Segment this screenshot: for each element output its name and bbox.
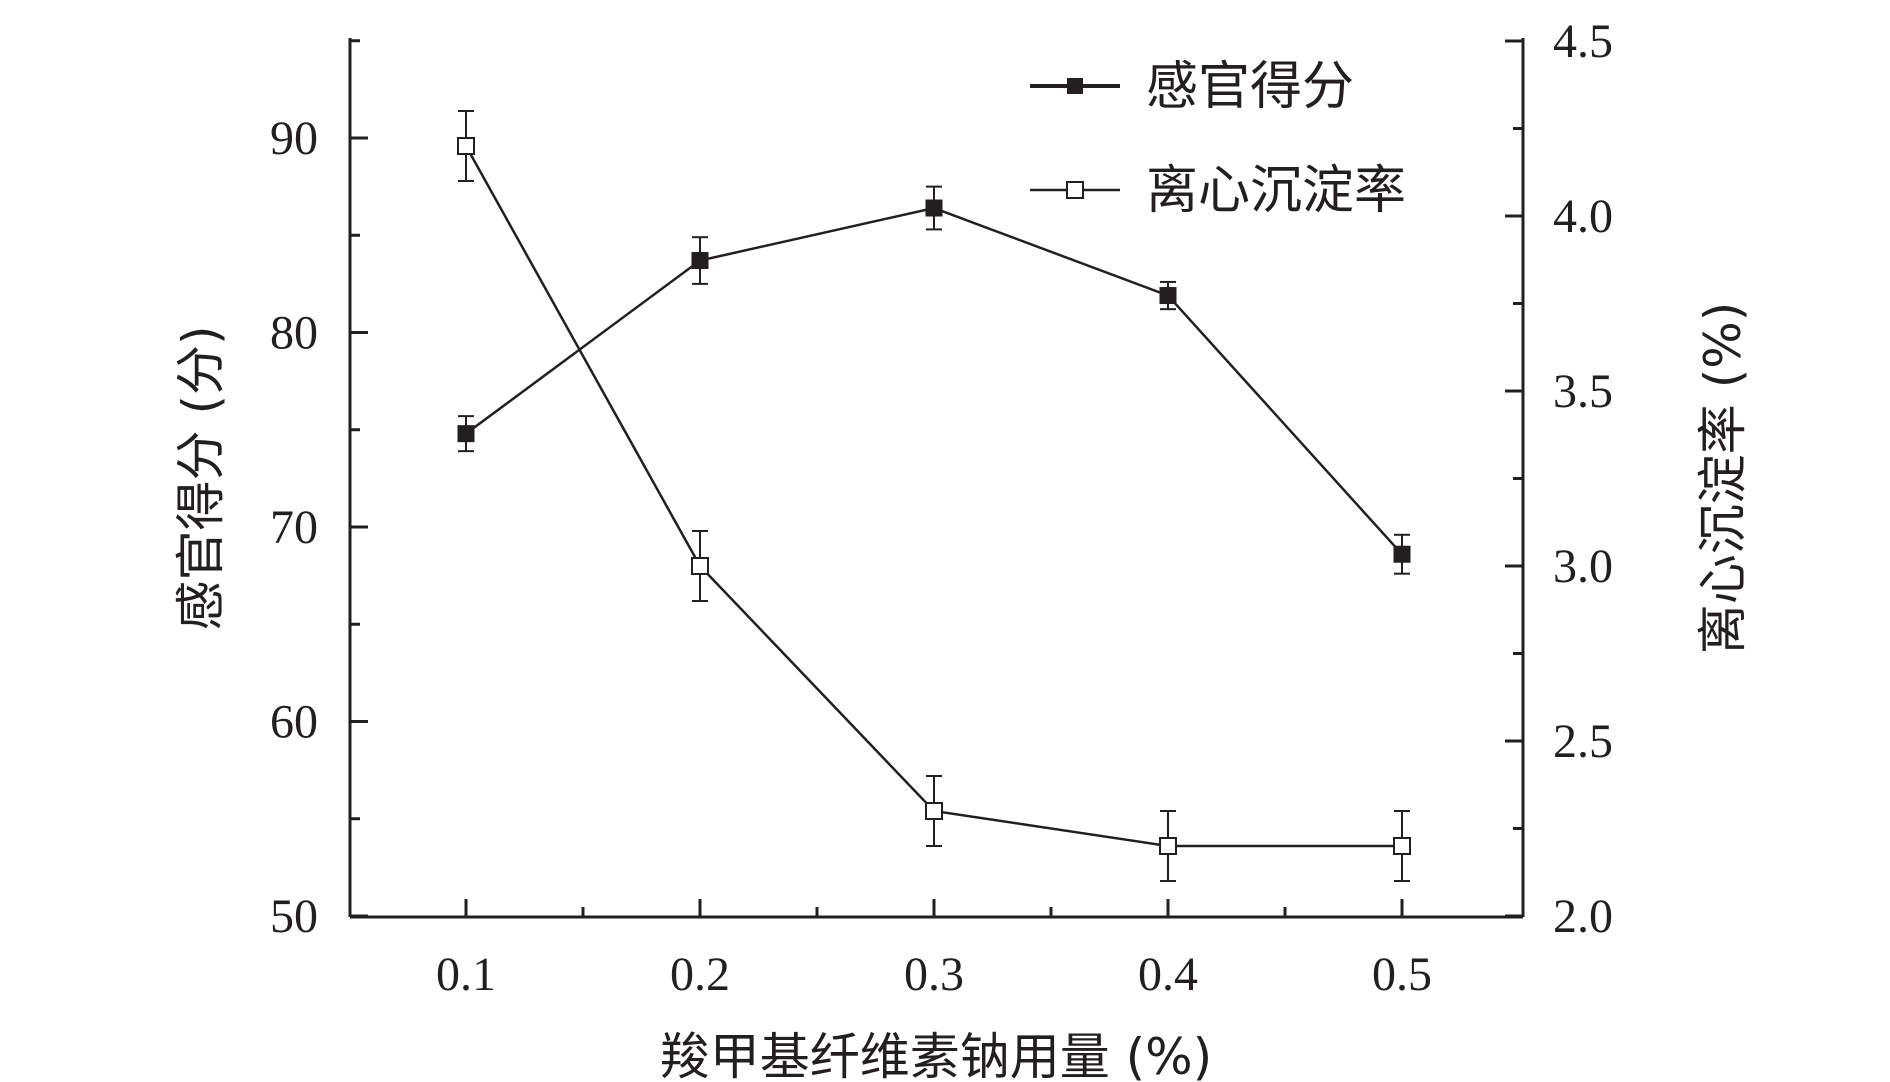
x-tick-label: 0.2 bbox=[670, 948, 730, 1001]
x-axis-title: 羧甲基纤维素钠用量 (%) bbox=[660, 1028, 1212, 1082]
y-left-tick-label: 60 bbox=[270, 696, 318, 749]
y-right-tick-label: 4.0 bbox=[1553, 190, 1613, 243]
data-point-sensory bbox=[1393, 545, 1411, 563]
y-right-tick-label: 2.5 bbox=[1553, 715, 1613, 768]
x-tick-label: 0.5 bbox=[1372, 948, 1432, 1001]
data-point-sensory bbox=[691, 252, 709, 270]
y-left-tick-label: 50 bbox=[270, 890, 318, 943]
data-point-sediment bbox=[457, 137, 475, 155]
y-right-tick-label: 3.0 bbox=[1553, 540, 1613, 593]
y-left-tick-label: 80 bbox=[270, 307, 318, 360]
legend-item-sediment: 离心沉淀率 bbox=[1030, 161, 1406, 221]
y-right-tick-label: 2.0 bbox=[1553, 890, 1613, 943]
series-line-sediment bbox=[464, 145, 1402, 848]
x-tick-label: 0.4 bbox=[1138, 948, 1198, 1001]
legend-label-sensory: 感官得分 bbox=[1146, 57, 1354, 117]
legend-marker-sediment bbox=[1066, 181, 1084, 199]
x-tick-label: 0.3 bbox=[904, 948, 964, 1001]
data-point-sediment bbox=[691, 557, 709, 575]
y-left-tick-label: 90 bbox=[270, 112, 318, 165]
legend: 感官得分 离心沉淀率 bbox=[1030, 57, 1406, 221]
data-point-sensory bbox=[925, 199, 943, 217]
y-right-tick-label: 3.5 bbox=[1553, 365, 1613, 418]
data-point-sediment bbox=[1159, 837, 1177, 855]
legend-marker-sensory bbox=[1067, 78, 1083, 94]
x-tick-label: 0.1 bbox=[436, 948, 496, 1001]
series-line-sensory bbox=[465, 206, 1403, 556]
y-left-tick-label: 70 bbox=[270, 501, 318, 554]
legend-label-sediment: 离心沉淀率 bbox=[1146, 161, 1406, 221]
data-point-sediment bbox=[1393, 837, 1411, 855]
data-point-sensory bbox=[1159, 287, 1177, 305]
data-point-sediment bbox=[925, 802, 943, 820]
y-right-tick-label: 4.5 bbox=[1553, 15, 1613, 68]
legend-item-sensory: 感官得分 bbox=[1030, 57, 1354, 117]
y-axis-right-title: 离心沉淀率 (%) bbox=[1694, 302, 1752, 654]
y-axis-left-title: 感官得分 (分) bbox=[172, 326, 230, 631]
data-point-sensory bbox=[457, 425, 475, 443]
